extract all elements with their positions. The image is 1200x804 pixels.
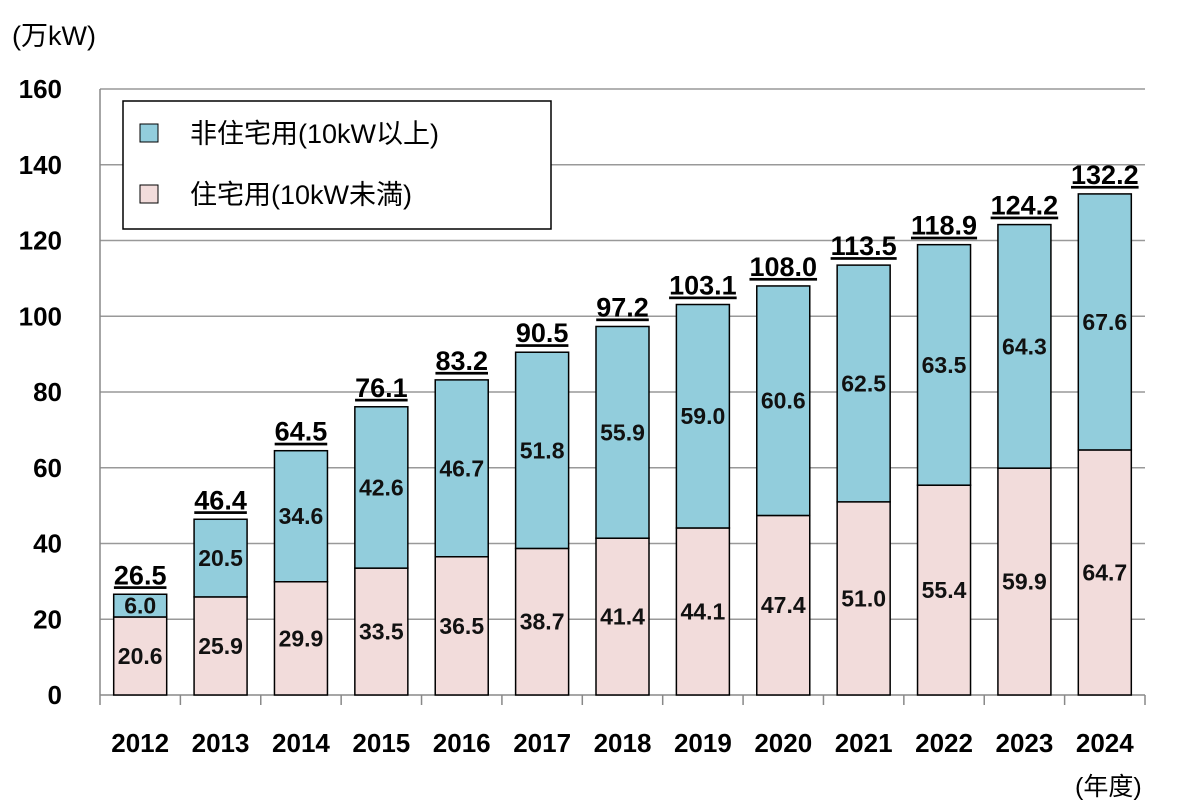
x-tick-label: 2019 [674, 728, 732, 758]
y-tick-label: 120 [19, 226, 62, 256]
bar-nonresidential [193, 518, 248, 598]
bar-residential [434, 556, 489, 696]
bar-nonresidential [354, 406, 409, 569]
x-tick-label: 2023 [996, 728, 1054, 758]
data-label-nonresidential: 55.9 [600, 419, 645, 445]
y-tick-label: 160 [19, 74, 62, 104]
data-label-nonresidential: 34.6 [279, 503, 324, 529]
y-tick-label: 60 [33, 453, 62, 483]
data-label-residential: 59.9 [1002, 569, 1047, 595]
legend-label-nonresidential: 非住宅用(10kW以上) [190, 119, 439, 149]
data-label-residential: 55.4 [922, 577, 967, 603]
data-label-residential: 47.4 [761, 592, 806, 618]
bar-residential [916, 484, 972, 696]
x-tick-label: 2022 [915, 728, 973, 758]
x-tick-label: 2014 [272, 728, 330, 758]
data-label-nonresidential: 60.6 [761, 388, 806, 414]
total-label: 113.5 [831, 231, 897, 261]
data-label-residential: 29.9 [279, 625, 324, 651]
total-label: 26.5 [114, 560, 167, 590]
bar-residential [193, 596, 248, 696]
bar-nonresidential [112, 593, 168, 618]
bar-nonresidential [273, 449, 329, 583]
data-label-nonresidential: 51.8 [520, 437, 565, 463]
x-tick-label: 2012 [111, 728, 169, 758]
bar-nonresidential [997, 223, 1052, 469]
bar-residential [273, 581, 329, 696]
legend-swatch-nonresidential [139, 123, 159, 143]
y-tick-label: 140 [19, 150, 62, 180]
total-label: 83.2 [435, 346, 488, 376]
y-tick-label: 100 [19, 301, 62, 331]
data-label-nonresidential: 42.6 [359, 474, 404, 500]
total-label: 64.5 [275, 417, 328, 447]
x-tick-label: 2017 [513, 728, 571, 758]
data-label-nonresidential: 59.0 [681, 403, 726, 429]
data-label-residential: 44.1 [681, 598, 726, 624]
data-label-nonresidential: 63.5 [922, 352, 967, 378]
bar-nonresidential [836, 264, 891, 503]
bar-residential [354, 567, 409, 696]
legend-swatch-residential [139, 184, 159, 204]
bar-residential [756, 514, 811, 696]
data-label-nonresidential: 67.6 [1082, 309, 1127, 335]
data-label-residential: 38.7 [520, 609, 565, 635]
bar-residential [997, 467, 1052, 696]
bar-residential [112, 616, 168, 696]
data-label-residential: 25.9 [198, 633, 243, 659]
bar-nonresidential [434, 379, 489, 558]
data-label-nonresidential: 62.5 [841, 370, 886, 396]
x-tick-label: 2021 [835, 728, 893, 758]
data-label-nonresidential: 6.0 [124, 593, 156, 619]
bar-residential [514, 547, 570, 696]
legend: 非住宅用(10kW以上) 住宅用(10kW未満) [122, 100, 552, 230]
y-unit-label: (万kW) [12, 21, 96, 51]
bar-nonresidential [756, 285, 811, 517]
y-tick-label: 20 [33, 604, 62, 634]
x-tick-label: 2020 [754, 728, 812, 758]
data-label-residential: 20.6 [118, 643, 163, 669]
bar-residential [595, 537, 650, 696]
data-label-residential: 33.5 [359, 619, 404, 645]
y-tick-label: 80 [33, 377, 62, 407]
x-tick-label: 2016 [433, 728, 491, 758]
x-tick-label: 2018 [594, 728, 652, 758]
total-label: 132.2 [1071, 160, 1139, 190]
data-label-nonresidential: 64.3 [1002, 333, 1047, 359]
total-label: 118.9 [911, 211, 977, 241]
bar-nonresidential [514, 351, 570, 550]
bar-nonresidential [1077, 193, 1133, 451]
bar-residential [675, 527, 731, 696]
x-tick-label: 2013 [192, 728, 250, 758]
data-label-nonresidential: 46.7 [439, 455, 484, 481]
total-label: 90.5 [516, 318, 569, 348]
data-label-residential: 64.7 [1082, 559, 1127, 585]
total-label: 97.2 [596, 292, 649, 322]
bar-nonresidential [916, 243, 972, 486]
data-label-residential: 51.0 [841, 585, 886, 611]
data-label-nonresidential: 20.5 [198, 545, 243, 571]
y-tick-label: 40 [33, 529, 62, 559]
total-label: 103.1 [669, 271, 737, 301]
x-tick-label: 2015 [352, 728, 410, 758]
x-unit-label: (年度) [1075, 773, 1142, 801]
total-label: 124.2 [991, 191, 1059, 221]
total-label: 108.0 [749, 252, 817, 282]
total-label: 76.1 [355, 373, 408, 403]
y-tick-label: 0 [48, 680, 62, 710]
total-label: 46.4 [194, 485, 247, 515]
data-label-residential: 41.4 [600, 604, 645, 630]
legend-label-residential: 住宅用(10kW未満) [190, 180, 412, 210]
bar-residential [1077, 449, 1133, 696]
bar-nonresidential [595, 325, 650, 539]
bar-nonresidential [675, 303, 731, 529]
data-label-residential: 36.5 [439, 613, 484, 639]
x-tick-label: 2024 [1076, 728, 1134, 758]
